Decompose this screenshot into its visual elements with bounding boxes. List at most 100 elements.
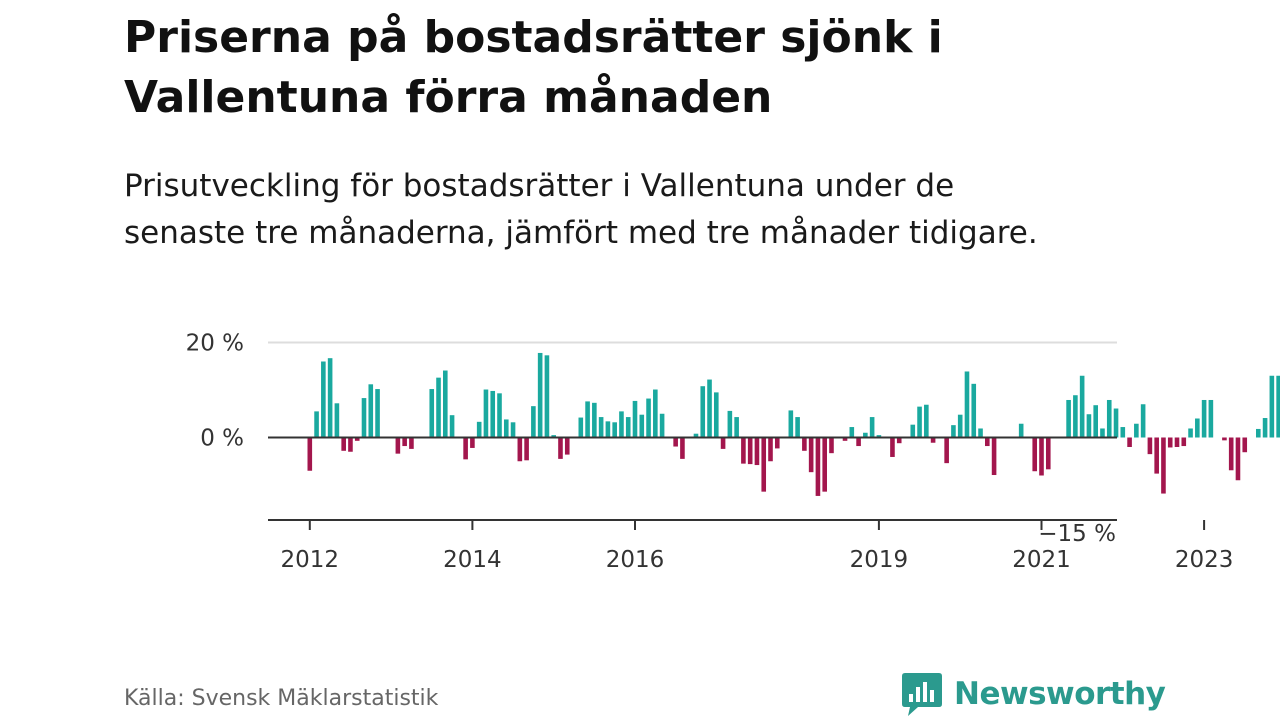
bar-positive bbox=[619, 411, 624, 438]
bar-negative bbox=[1167, 437, 1173, 448]
bar-positive bbox=[449, 415, 455, 438]
bar-positive bbox=[910, 424, 916, 438]
bar-negative bbox=[754, 437, 760, 466]
bar-positive bbox=[503, 419, 509, 438]
bar-negative bbox=[558, 437, 563, 459]
bar-positive bbox=[917, 406, 922, 438]
axes bbox=[268, 436, 1206, 530]
bar-positive bbox=[978, 428, 983, 438]
bar-positive bbox=[314, 411, 319, 438]
bar-positive bbox=[625, 417, 631, 438]
bar-positive bbox=[734, 417, 739, 438]
bar-positive bbox=[1073, 395, 1078, 438]
y-tick-label: 20 % bbox=[186, 331, 244, 357]
bar-negative bbox=[842, 437, 848, 441]
bar-negative bbox=[517, 437, 523, 462]
bar-positive bbox=[1269, 375, 1275, 438]
x-tick-label: 2012 bbox=[281, 547, 340, 573]
bar-positive bbox=[700, 386, 706, 438]
bar-positive bbox=[951, 425, 956, 438]
bar-positive bbox=[632, 400, 638, 438]
bar-positive bbox=[476, 421, 482, 438]
bar-positive bbox=[876, 435, 882, 438]
bar-series bbox=[307, 352, 1280, 496]
bar-negative bbox=[564, 437, 570, 455]
bar-negative bbox=[1039, 437, 1044, 476]
bar-negative bbox=[1235, 437, 1241, 481]
bar-negative bbox=[747, 437, 753, 465]
bar-positive bbox=[1195, 418, 1200, 438]
bar-positive bbox=[924, 404, 929, 438]
bar-positive bbox=[327, 358, 333, 438]
bar-positive bbox=[1113, 408, 1119, 438]
bar-negative bbox=[1228, 437, 1234, 471]
bar-positive bbox=[598, 417, 604, 438]
bar-negative bbox=[944, 437, 949, 464]
bar-negative bbox=[1147, 437, 1153, 455]
source-note: Källa: Svensk Mäklarstatistik bbox=[124, 686, 439, 711]
bar-negative bbox=[1222, 437, 1227, 441]
bar-positive bbox=[551, 435, 556, 438]
bar-positive bbox=[1208, 399, 1214, 438]
bar-positive bbox=[639, 414, 645, 438]
x-tick-label: 2021 bbox=[1012, 547, 1071, 573]
bar-chart: 20 % 0 % 2012 2014 2016 2019 2021 2023 −15 % bbox=[186, 331, 1280, 573]
bar-negative bbox=[768, 437, 773, 462]
bar-negative bbox=[741, 437, 746, 464]
bar-negative bbox=[761, 437, 767, 492]
bar-negative bbox=[348, 437, 353, 452]
bar-positive bbox=[964, 371, 970, 438]
bar-negative bbox=[1174, 437, 1180, 447]
bar-negative bbox=[470, 437, 475, 448]
bar-negative bbox=[1242, 437, 1248, 453]
bar-positive bbox=[869, 417, 875, 438]
bar-positive bbox=[612, 422, 617, 438]
bar-positive bbox=[1188, 428, 1193, 438]
bar-positive bbox=[693, 433, 699, 438]
bar-positive bbox=[1276, 375, 1280, 438]
bar-positive bbox=[849, 427, 855, 438]
bar-negative bbox=[1045, 437, 1051, 470]
bar-positive bbox=[1079, 375, 1085, 438]
bar-positive bbox=[592, 402, 597, 438]
bar-positive bbox=[605, 421, 611, 438]
brand-logo[interactable]: Newsworthy bbox=[902, 670, 1166, 718]
bar-negative bbox=[395, 437, 401, 454]
x-tick-label: 2019 bbox=[850, 547, 909, 573]
bar-positive bbox=[375, 389, 380, 438]
bar-negative bbox=[808, 437, 814, 473]
chart-subtitle: Prisutveckling för bostadsrätter i Valle… bbox=[124, 168, 1038, 251]
bar-positive bbox=[483, 389, 489, 438]
bar-positive bbox=[537, 352, 543, 438]
bar-positive bbox=[544, 355, 550, 438]
bar-positive bbox=[1066, 399, 1071, 438]
bar-negative bbox=[341, 437, 346, 451]
bar-positive bbox=[1134, 423, 1139, 438]
bar-negative bbox=[409, 437, 414, 449]
bar-positive bbox=[653, 389, 658, 438]
bar-positive bbox=[361, 398, 367, 438]
bar-positive bbox=[1201, 399, 1207, 438]
bar-positive bbox=[1106, 399, 1112, 438]
bar-positive bbox=[510, 422, 516, 438]
bar-negative bbox=[856, 437, 861, 447]
bar-positive bbox=[531, 406, 536, 438]
newsworthy-logo-icon bbox=[902, 673, 942, 716]
bar-positive bbox=[334, 403, 340, 438]
bar-positive bbox=[1093, 405, 1098, 438]
bar-negative bbox=[1181, 437, 1187, 447]
bar-negative bbox=[890, 437, 895, 457]
bar-positive bbox=[429, 389, 435, 438]
bar-negative bbox=[680, 437, 685, 459]
brand-name: Newsworthy bbox=[954, 676, 1166, 712]
bar-positive bbox=[707, 379, 712, 438]
bar-positive bbox=[443, 370, 448, 438]
bar-positive bbox=[368, 384, 374, 438]
bar-negative bbox=[354, 437, 360, 441]
bar-positive bbox=[863, 432, 868, 438]
bar-positive bbox=[1256, 428, 1261, 438]
bar-negative bbox=[307, 437, 313, 471]
bar-positive bbox=[585, 401, 590, 438]
bar-positive bbox=[1100, 428, 1105, 438]
bar-positive bbox=[646, 398, 651, 438]
